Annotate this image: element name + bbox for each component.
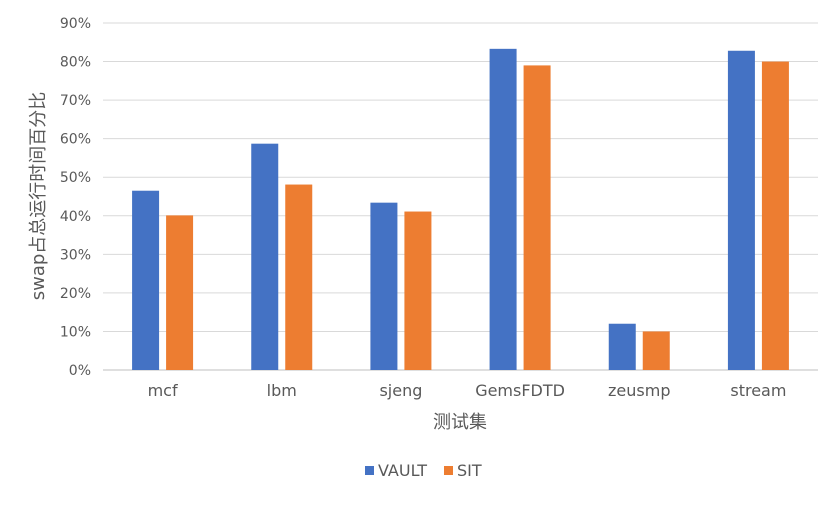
y-tick-label: 90% bbox=[60, 16, 91, 32]
y-tick-label: 10% bbox=[60, 324, 91, 340]
y-tick-label: 20% bbox=[60, 286, 91, 302]
bar-sit-stream bbox=[761, 61, 789, 371]
bar-sit-gemsfdtd bbox=[523, 65, 551, 371]
bar-sit-lbm bbox=[285, 184, 313, 370]
x-tick-label: GemsFDTD bbox=[475, 381, 565, 400]
y-tick-label: 50% bbox=[60, 170, 91, 186]
y-tick-label: 80% bbox=[60, 55, 91, 71]
bar-sit-zeusmp bbox=[642, 331, 670, 370]
grid-layer bbox=[103, 22, 818, 371]
y-axis-title: swap占总运行时间百分比 bbox=[28, 92, 49, 301]
legend-swatch-sit bbox=[444, 466, 453, 475]
x-axis-title: 测试集 bbox=[433, 412, 487, 433]
x-tick-label: sjeng bbox=[379, 381, 422, 400]
x-tick-label: stream bbox=[730, 381, 786, 400]
y-tick-label: 40% bbox=[60, 209, 91, 225]
y-tick-label: 70% bbox=[60, 93, 91, 109]
bar-vault-gemsfdtd bbox=[489, 48, 517, 371]
bar-vault-sjeng bbox=[370, 202, 398, 370]
bar-vault-stream bbox=[727, 50, 755, 370]
x-tick-label: mcf bbox=[148, 381, 178, 400]
x-tick-label: zeusmp bbox=[608, 381, 670, 400]
y-tick-label: 0% bbox=[69, 363, 91, 379]
x-axis-categories: mcf lbm sjeng GemsFDTD zeusmp stream bbox=[148, 381, 787, 400]
bar-sit-sjeng bbox=[404, 211, 432, 370]
y-tick-label: 30% bbox=[60, 247, 91, 263]
x-tick-label: lbm bbox=[267, 381, 297, 400]
legend-label-vault: VAULT bbox=[378, 461, 427, 480]
y-axis-ticks: 0% 10% 20% 30% 40% 50% 60% 70% 80% 90% bbox=[60, 16, 91, 379]
bar-vault-mcf bbox=[132, 190, 160, 370]
legend-swatch-vault bbox=[365, 466, 374, 475]
legend-label-sit: SIT bbox=[457, 461, 482, 480]
bar-vault-zeusmp bbox=[608, 323, 636, 370]
legend: VAULT SIT bbox=[365, 461, 482, 480]
bar-sit-mcf bbox=[166, 215, 194, 370]
bars bbox=[132, 48, 789, 371]
bar-vault-lbm bbox=[251, 143, 279, 370]
y-tick-label: 60% bbox=[60, 132, 91, 148]
